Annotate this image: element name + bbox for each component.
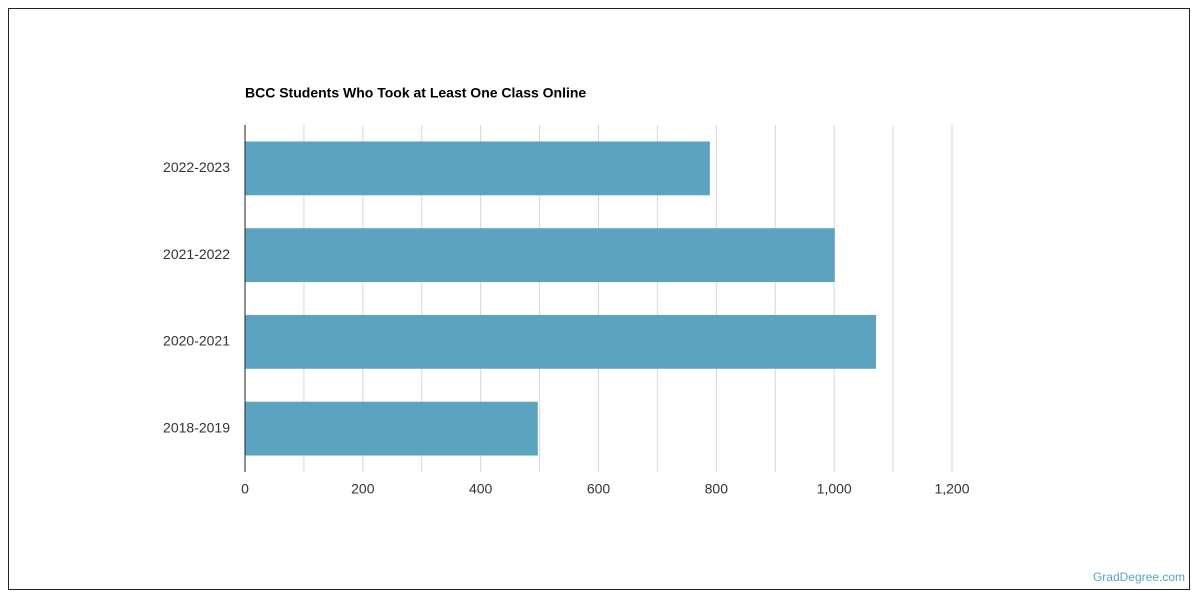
x-tick-label: 1,200 xyxy=(934,481,969,497)
bar xyxy=(245,141,710,196)
frame xyxy=(8,8,1190,590)
y-tick-label: 2020-2021 xyxy=(163,333,230,349)
bar xyxy=(245,228,835,283)
y-tick-label: 2018-2019 xyxy=(163,419,230,435)
x-tick-label: 1,000 xyxy=(817,481,852,497)
x-tick-label: 400 xyxy=(469,481,493,497)
chart-title: BCC Students Who Took at Least One Class… xyxy=(245,85,586,101)
x-tick-label: 0 xyxy=(241,481,249,497)
y-tick-label: 2021-2022 xyxy=(163,246,230,262)
y-tick-label: 2022-2023 xyxy=(163,159,230,175)
x-tick-label: 600 xyxy=(587,481,611,497)
source: GradDegree.com xyxy=(1093,570,1185,584)
bar xyxy=(245,401,538,456)
x-tick-label: 800 xyxy=(705,481,729,497)
x-tick-label: 200 xyxy=(351,481,375,497)
bar xyxy=(245,314,876,369)
